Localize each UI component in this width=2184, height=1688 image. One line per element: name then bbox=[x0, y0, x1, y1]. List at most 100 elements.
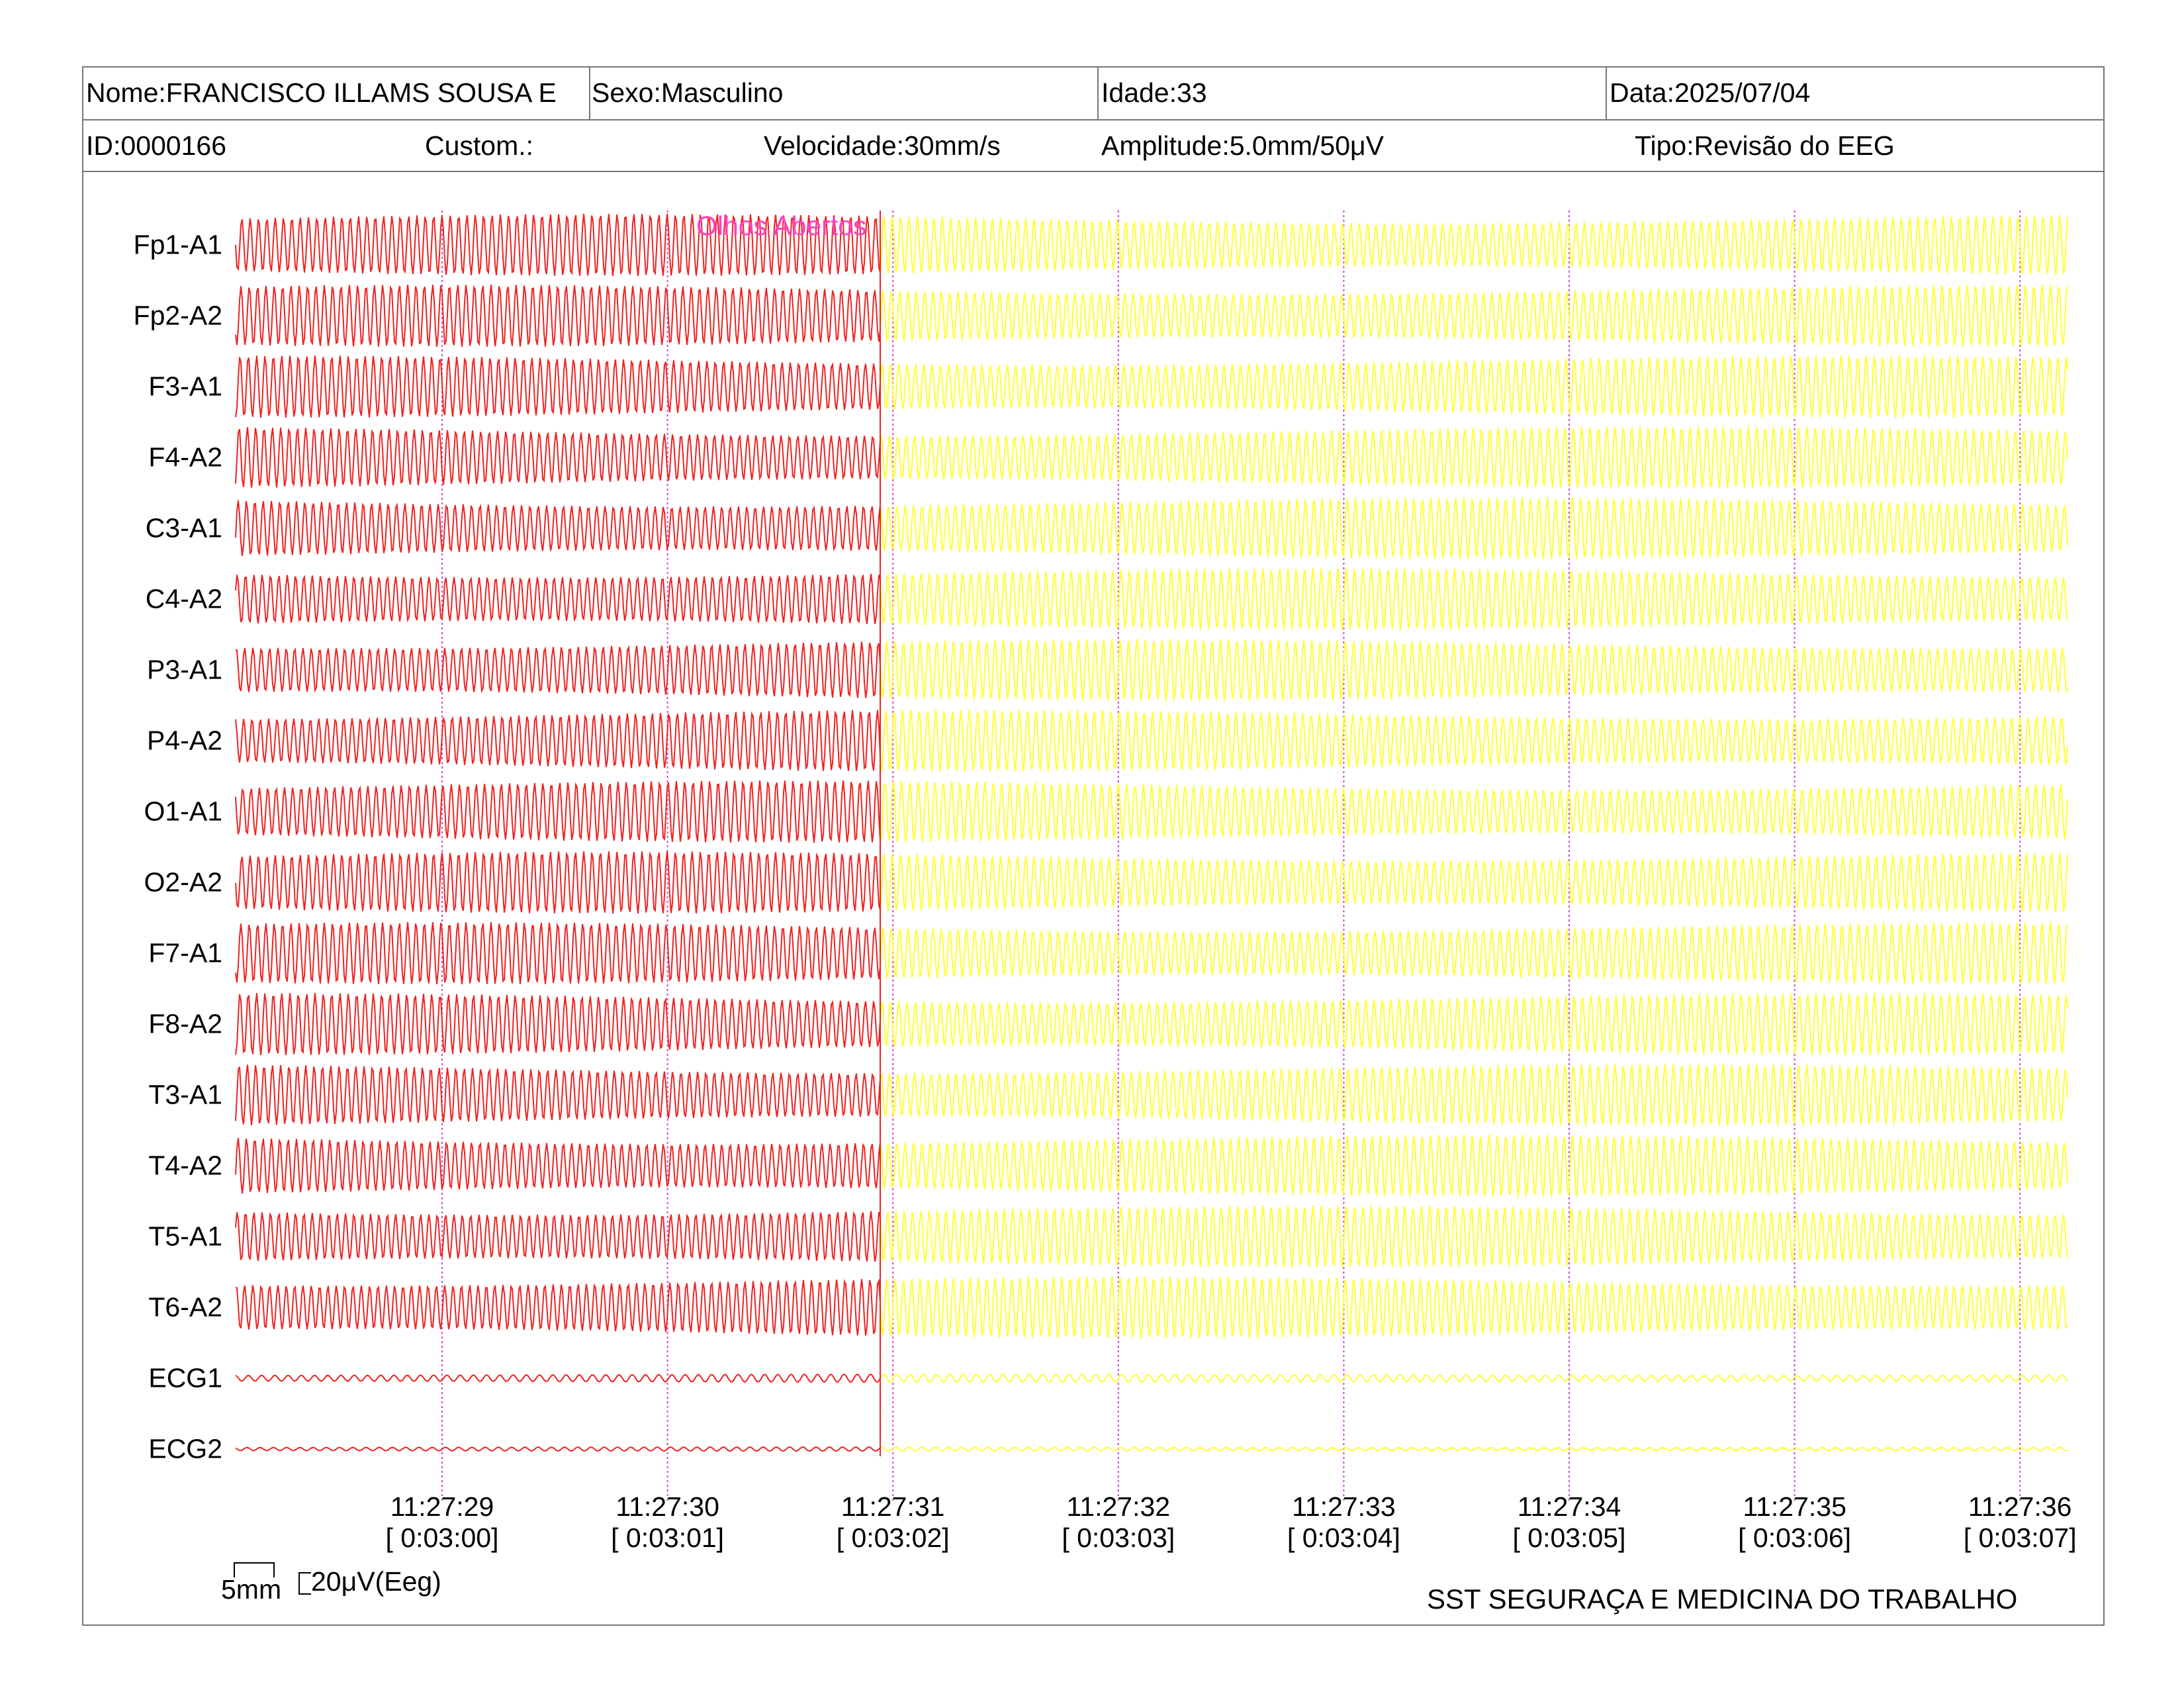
trace-before-marker bbox=[235, 355, 881, 418]
time-mark: 11:27:29[ 0:03:00] bbox=[386, 1491, 499, 1554]
trace-after-marker bbox=[880, 780, 2068, 843]
channel-label: F7-A1 bbox=[148, 937, 222, 968]
trace-after-marker bbox=[880, 922, 2068, 985]
time-mark-clock: 11:27:36 bbox=[1968, 1491, 2072, 1522]
paper-speed: Velocidade:30mm/s bbox=[764, 130, 1001, 161]
trace-before-marker bbox=[235, 214, 881, 277]
channel-label: O2-A2 bbox=[144, 867, 223, 898]
time-mark-elapsed: [ 0:03:00] bbox=[385, 1523, 499, 1554]
time-mark-elapsed: [ 0:03:07] bbox=[1963, 1523, 2077, 1554]
amplitude-setting: Amplitude:5.0mm/50μV bbox=[1101, 130, 1384, 161]
patient-sex: Sexo:Masculino bbox=[592, 77, 784, 108]
channel-label: Fp2-A2 bbox=[133, 300, 222, 331]
header-divider bbox=[1097, 66, 1099, 119]
channel-label: P3-A1 bbox=[147, 654, 222, 685]
time-mark: 11:27:36[ 0:03:07] bbox=[1964, 1491, 2077, 1554]
patient-age: Idade:33 bbox=[1101, 77, 1207, 108]
trace-before-marker bbox=[235, 922, 881, 985]
channel-label: ECG1 bbox=[148, 1362, 222, 1393]
time-mark-clock: 11:27:35 bbox=[1743, 1491, 1846, 1522]
trace-before-marker bbox=[235, 427, 881, 488]
time-mark-elapsed: [ 0:03:06] bbox=[1738, 1523, 1852, 1554]
trace-before-marker bbox=[235, 1278, 881, 1336]
trace-after-marker bbox=[880, 1135, 2068, 1197]
trace-after-marker bbox=[880, 993, 2068, 1056]
time-mark-elapsed: [ 0:03:01] bbox=[611, 1523, 725, 1554]
header-row-1: Nome:FRANCISCO ILLAMS SOUSA E Sexo:Mascu… bbox=[82, 66, 2105, 120]
channel-label: ECG2 bbox=[148, 1433, 222, 1464]
time-scale-bar bbox=[234, 1562, 275, 1577]
channel-label: T4-A2 bbox=[148, 1150, 222, 1181]
custom-field: Custom.: bbox=[425, 130, 534, 161]
channel-label: T5-A1 bbox=[148, 1221, 222, 1252]
header-row-2: ID:0000166 Custom.: Velocidade:30mm/s Am… bbox=[82, 120, 2105, 172]
channel-label: F4-A2 bbox=[148, 442, 222, 473]
time-mark: 11:27:32[ 0:03:03] bbox=[1062, 1491, 1175, 1554]
trace-after-marker bbox=[880, 1373, 2068, 1383]
trace-after-marker bbox=[880, 426, 2068, 489]
time-mark-clock: 11:27:32 bbox=[1066, 1491, 1171, 1522]
header-divider bbox=[589, 66, 590, 119]
exam-date: Data:2025/07/04 bbox=[1610, 77, 1811, 108]
trace-before-marker bbox=[235, 1137, 881, 1194]
trace-before-marker bbox=[235, 573, 881, 624]
report-frame bbox=[82, 66, 2105, 1626]
time-mark-clock: 11:27:31 bbox=[841, 1491, 945, 1522]
time-mark-elapsed: [ 0:03:02] bbox=[836, 1523, 950, 1554]
channel-label: C3-A1 bbox=[145, 512, 222, 543]
channel-label: C4-A2 bbox=[145, 583, 222, 614]
trace-before-marker bbox=[235, 1374, 881, 1383]
time-mark: 11:27:35[ 0:03:06] bbox=[1738, 1491, 1851, 1554]
amplitude-scale-label: 20μV(Eeg) bbox=[311, 1566, 441, 1597]
trace-before-marker bbox=[235, 993, 881, 1056]
trace-before-marker bbox=[235, 780, 881, 843]
channel-label: P4-A2 bbox=[147, 725, 222, 756]
time-mark-clock: 11:27:29 bbox=[390, 1491, 494, 1522]
channel-label: F3-A1 bbox=[148, 371, 222, 402]
channel-label: Fp1-A1 bbox=[133, 229, 222, 260]
event-marker-label: Olhos Abertos bbox=[696, 211, 867, 241]
trace-after-marker bbox=[880, 1446, 2068, 1452]
institution-name: SST SEGURAÇA E MEDICINA DO TRABALHO bbox=[1427, 1583, 2018, 1615]
exam-type: Tipo:Revisão do EEG bbox=[1635, 130, 1895, 161]
time-mark: 11:27:30[ 0:03:01] bbox=[611, 1491, 724, 1554]
trace-after-marker bbox=[880, 355, 2068, 418]
channel-label: T3-A1 bbox=[148, 1079, 222, 1110]
amplitude-scale-bar bbox=[298, 1572, 311, 1595]
time-mark-elapsed: [ 0:03:03] bbox=[1062, 1523, 1175, 1554]
trace-before-marker bbox=[235, 710, 881, 771]
patient-name: Nome:FRANCISCO ILLAMS SOUSA E bbox=[86, 77, 557, 108]
trace-after-marker bbox=[880, 497, 2068, 560]
channel-label: T6-A2 bbox=[148, 1291, 222, 1323]
trace-after-marker bbox=[880, 710, 2068, 773]
trace-before-marker bbox=[235, 500, 881, 557]
trace-before-marker bbox=[235, 641, 881, 698]
time-mark-elapsed: [ 0:03:04] bbox=[1287, 1523, 1400, 1554]
trace-after-marker bbox=[880, 852, 2068, 913]
time-scale-label: 5mm bbox=[221, 1574, 282, 1605]
trace-before-marker bbox=[235, 285, 881, 348]
trace-after-marker bbox=[880, 1276, 2068, 1339]
time-mark-elapsed: [ 0:03:05] bbox=[1512, 1523, 1626, 1554]
trace-before-marker bbox=[235, 1064, 881, 1125]
time-mark-clock: 11:27:34 bbox=[1517, 1491, 1621, 1522]
trace-after-marker bbox=[880, 568, 2068, 631]
header-divider bbox=[1606, 66, 1607, 119]
channel-label: O1-A1 bbox=[144, 796, 223, 827]
time-mark-clock: 11:27:30 bbox=[615, 1491, 719, 1522]
trace-before-marker bbox=[235, 851, 881, 914]
time-mark: 11:27:33[ 0:03:04] bbox=[1287, 1491, 1400, 1554]
trace-before-marker bbox=[235, 1211, 881, 1262]
channel-label: F8-A2 bbox=[148, 1008, 222, 1039]
time-mark-clock: 11:27:33 bbox=[1292, 1491, 1396, 1522]
trace-after-marker bbox=[880, 214, 2068, 275]
trace-after-marker bbox=[880, 639, 2068, 702]
trace-before-marker bbox=[235, 1446, 881, 1452]
patient-id: ID:0000166 bbox=[86, 130, 227, 161]
time-mark: 11:27:31[ 0:03:02] bbox=[837, 1491, 950, 1554]
time-mark: 11:27:34[ 0:03:05] bbox=[1513, 1491, 1626, 1554]
trace-after-marker bbox=[880, 285, 2068, 348]
trace-after-marker bbox=[880, 1205, 2068, 1268]
trace-after-marker bbox=[880, 1064, 2068, 1127]
